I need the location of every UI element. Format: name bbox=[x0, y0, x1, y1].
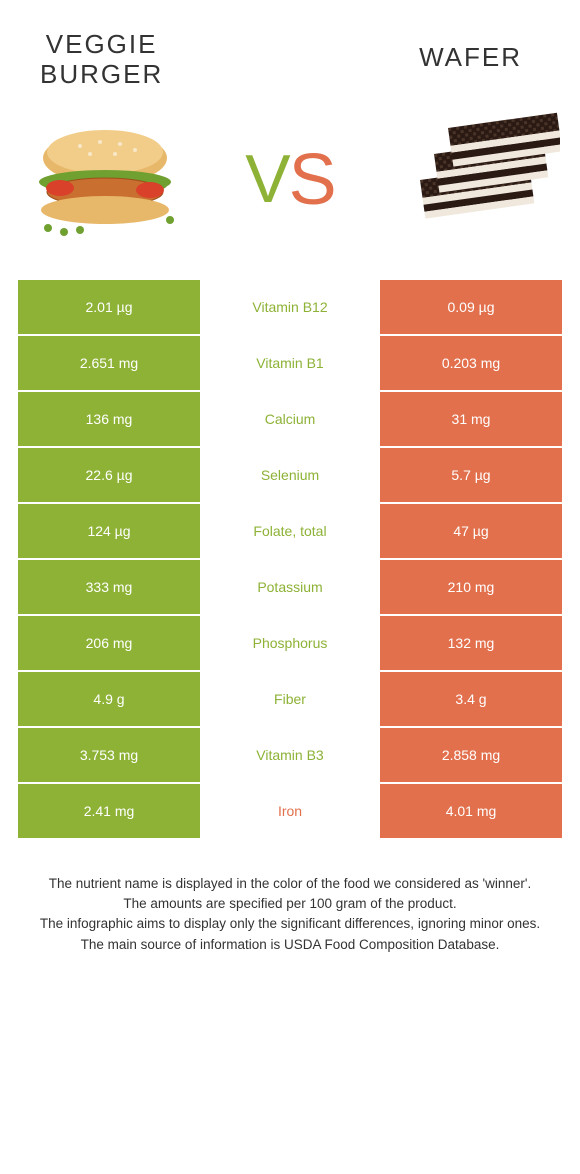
nutrient-table: 2.01 µgVitamin B120.09 µg2.651 mgVitamin… bbox=[18, 280, 562, 840]
right-value: 31 mg bbox=[380, 392, 562, 446]
footer-line-2: The amounts are specified per 100 gram o… bbox=[36, 894, 544, 914]
vs-s: S bbox=[289, 140, 335, 220]
right-value: 0.09 µg bbox=[380, 280, 562, 334]
image-row: VS bbox=[0, 100, 580, 280]
title-left: Veggie burger bbox=[40, 30, 163, 90]
table-row: 124 µgFolate, total47 µg bbox=[18, 504, 562, 560]
title-right: Wafer bbox=[419, 42, 522, 73]
left-value: 124 µg bbox=[18, 504, 200, 558]
nutrient-name: Vitamin B3 bbox=[200, 728, 380, 782]
footer-notes: The nutrient name is displayed in the co… bbox=[0, 840, 580, 955]
right-value: 47 µg bbox=[380, 504, 562, 558]
nutrient-name: Phosphorus bbox=[200, 616, 380, 670]
left-value: 206 mg bbox=[18, 616, 200, 670]
right-value: 3.4 g bbox=[380, 672, 562, 726]
left-value: 333 mg bbox=[18, 560, 200, 614]
nutrient-name: Potassium bbox=[200, 560, 380, 614]
nutrient-name: Iron bbox=[200, 784, 380, 838]
right-value: 4.01 mg bbox=[380, 784, 562, 838]
header: Veggie burger Wafer bbox=[0, 0, 580, 100]
left-value: 22.6 µg bbox=[18, 448, 200, 502]
title-left-line2: burger bbox=[40, 59, 163, 89]
left-value: 2.651 mg bbox=[18, 336, 200, 390]
right-value: 0.203 mg bbox=[380, 336, 562, 390]
nutrient-name: Vitamin B12 bbox=[200, 280, 380, 334]
table-row: 2.01 µgVitamin B120.09 µg bbox=[18, 280, 562, 336]
wafer-image bbox=[390, 110, 560, 250]
nutrient-name: Calcium bbox=[200, 392, 380, 446]
table-row: 3.753 mgVitamin B32.858 mg bbox=[18, 728, 562, 784]
veggie-burger-image bbox=[20, 110, 190, 250]
left-value: 4.9 g bbox=[18, 672, 200, 726]
nutrient-name: Selenium bbox=[200, 448, 380, 502]
left-value: 136 mg bbox=[18, 392, 200, 446]
left-value: 2.41 mg bbox=[18, 784, 200, 838]
left-value: 2.01 µg bbox=[18, 280, 200, 334]
left-value: 3.753 mg bbox=[18, 728, 200, 782]
right-value: 2.858 mg bbox=[380, 728, 562, 782]
table-row: 206 mgPhosphorus132 mg bbox=[18, 616, 562, 672]
footer-line-1: The nutrient name is displayed in the co… bbox=[36, 874, 544, 894]
right-value: 132 mg bbox=[380, 616, 562, 670]
footer-line-3: The infographic aims to display only the… bbox=[36, 914, 544, 934]
table-row: 4.9 gFiber3.4 g bbox=[18, 672, 562, 728]
nutrient-name: Folate, total bbox=[200, 504, 380, 558]
vs-label: VS bbox=[245, 139, 334, 221]
table-row: 136 mgCalcium31 mg bbox=[18, 392, 562, 448]
vs-v: V bbox=[245, 141, 288, 217]
table-row: 333 mgPotassium210 mg bbox=[18, 560, 562, 616]
footer-line-4: The main source of information is USDA F… bbox=[36, 935, 544, 955]
right-value: 210 mg bbox=[380, 560, 562, 614]
table-row: 22.6 µgSelenium5.7 µg bbox=[18, 448, 562, 504]
title-left-line1: Veggie bbox=[46, 29, 158, 59]
table-row: 2.651 mgVitamin B10.203 mg bbox=[18, 336, 562, 392]
right-value: 5.7 µg bbox=[380, 448, 562, 502]
table-row: 2.41 mgIron4.01 mg bbox=[18, 784, 562, 840]
nutrient-name: Fiber bbox=[200, 672, 380, 726]
nutrient-name: Vitamin B1 bbox=[200, 336, 380, 390]
